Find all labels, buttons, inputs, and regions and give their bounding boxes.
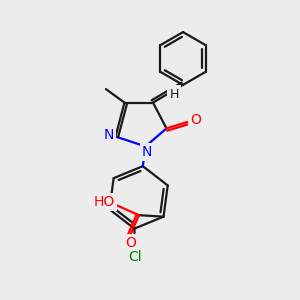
Text: HO: HO [94,195,115,209]
Text: H: H [169,88,179,100]
Text: N: N [142,145,152,159]
Text: N: N [104,128,114,142]
Text: O: O [190,113,201,127]
Text: Cl: Cl [128,250,142,263]
Text: O: O [125,236,136,250]
